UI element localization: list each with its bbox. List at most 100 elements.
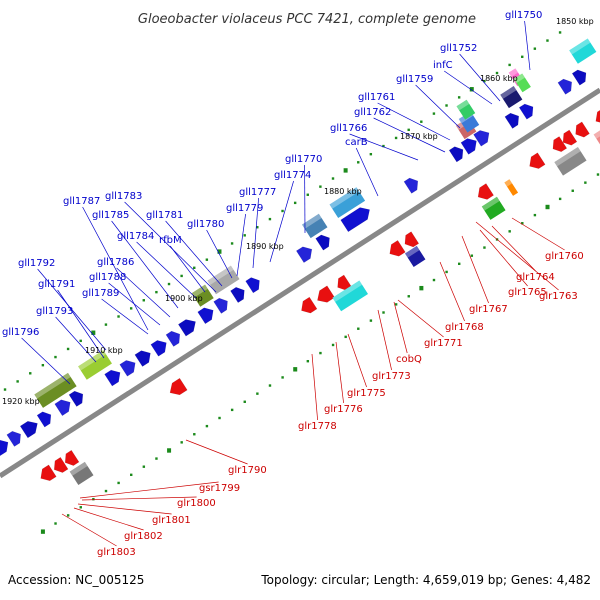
forward-gene-arrow[interactable] (403, 175, 422, 194)
gene-block[interactable] (593, 128, 600, 148)
gene-label-carB[interactable]: carB (345, 137, 368, 148)
reverse-gene-arrow[interactable] (50, 456, 69, 475)
gene-label-gll1784[interactable]: gll1784 (117, 231, 154, 242)
gene-label-glr1800[interactable]: glr1800 (177, 498, 216, 509)
forward-gene-arrow[interactable] (177, 316, 199, 337)
forward-gene-arrow[interactable] (315, 232, 334, 251)
gene-label-gll1793[interactable]: gll1793 (36, 306, 73, 317)
reverse-gene-arrow[interactable] (334, 274, 352, 293)
gene-label-gll1774[interactable]: gll1774 (274, 170, 311, 181)
gene-label-glr1767[interactable]: glr1767 (469, 304, 508, 315)
gene-label-gll1779[interactable]: gll1779 (226, 203, 263, 214)
gene-block[interactable] (513, 73, 531, 93)
forward-gene-arrow[interactable] (340, 204, 374, 233)
gene-label-gll1786[interactable]: gll1786 (97, 257, 134, 268)
forward-gene-arrow[interactable] (6, 428, 25, 447)
reverse-gene-arrow[interactable] (298, 296, 318, 316)
gene-label-gsr1799[interactable]: gsr1799 (199, 483, 240, 494)
forward-gene-arrow[interactable] (460, 135, 480, 155)
forward-gene-arrow[interactable] (150, 337, 170, 357)
gene-label-glr1775[interactable]: glr1775 (347, 388, 386, 399)
gene-label-infC[interactable]: infC (433, 60, 453, 71)
reverse-gene-arrow[interactable] (526, 152, 546, 172)
gene-label-gll1796[interactable]: gll1796 (2, 327, 39, 338)
gene-label-gll1750[interactable]: gll1750 (505, 10, 542, 21)
gene-label-cobQ[interactable]: cobQ (396, 354, 422, 365)
gene-label-glr1776[interactable]: glr1776 (324, 404, 363, 415)
reverse-gene-arrow[interactable] (559, 129, 578, 148)
gene-block[interactable] (69, 461, 94, 486)
gene-block[interactable] (500, 86, 523, 109)
gene-label-gll1752[interactable]: gll1752 (440, 43, 477, 54)
forward-gene-arrow[interactable] (518, 101, 537, 120)
gene-label-glr1760[interactable]: glr1760 (545, 251, 584, 262)
gene-label-glr1773[interactable]: glr1773 (372, 371, 411, 382)
forward-gene-arrow[interactable] (119, 357, 139, 377)
reverse-gene-arrow[interactable] (592, 107, 600, 127)
gene-block[interactable] (554, 147, 587, 176)
gene-label-gll1789[interactable]: gll1789 (82, 288, 119, 299)
reverse-gene-arrow[interactable] (314, 285, 336, 306)
forward-gene-arrow[interactable] (295, 243, 315, 264)
gene-block[interactable] (405, 245, 426, 267)
forward-gene-arrow[interactable] (213, 295, 232, 314)
forward-gene-arrow[interactable] (0, 436, 12, 457)
gene-label-rfbM[interactable]: rfbM (159, 235, 182, 246)
gene-label-glr1764[interactable]: glr1764 (516, 272, 555, 283)
forward-gene-arrow[interactable] (19, 417, 41, 439)
forward-gene-arrow[interactable] (571, 67, 590, 86)
gene-block[interactable] (207, 265, 240, 295)
gene-block[interactable] (191, 284, 214, 307)
gene-label-gll1791[interactable]: gll1791 (38, 279, 75, 290)
gene-label-gll1788[interactable]: gll1788 (89, 272, 126, 283)
forward-gene-arrow[interactable] (165, 328, 184, 347)
gene-label-gll1781[interactable]: gll1781 (146, 210, 183, 221)
reverse-gene-arrow[interactable] (549, 136, 568, 154)
gene-label-glr1765[interactable]: glr1765 (508, 287, 547, 298)
gene-block[interactable] (332, 280, 369, 312)
forward-gene-arrow[interactable] (36, 409, 55, 428)
forward-gene-arrow[interactable] (245, 275, 264, 294)
forward-gene-arrow[interactable] (473, 127, 493, 147)
gene-label-gll1766[interactable]: gll1766 (330, 123, 367, 134)
forward-gene-arrow[interactable] (557, 76, 576, 95)
gene-label-gll1762[interactable]: gll1762 (354, 107, 391, 118)
gene-block[interactable] (481, 196, 506, 220)
gene-label-glr1778[interactable]: glr1778 (298, 421, 337, 432)
gene-block[interactable] (504, 179, 519, 196)
gene-label-gll1785[interactable]: gll1785 (92, 210, 129, 221)
reverse-gene-arrow[interactable] (37, 464, 57, 484)
forward-gene-arrow[interactable] (134, 347, 154, 367)
gene-label-gll1761[interactable]: gll1761 (358, 92, 395, 103)
gene-block[interactable] (569, 38, 597, 64)
forward-gene-arrow[interactable] (504, 110, 523, 129)
gene-label-gll1780[interactable]: gll1780 (187, 219, 224, 230)
gene-block[interactable] (456, 99, 476, 120)
gene-label-gll1770[interactable]: gll1770 (285, 154, 322, 165)
forward-gene-arrow[interactable] (197, 304, 217, 325)
gene-label-glr1803[interactable]: glr1803 (97, 547, 136, 558)
reverse-gene-arrow[interactable] (401, 231, 420, 250)
gene-label-gll1792[interactable]: gll1792 (18, 258, 55, 269)
gene-block[interactable] (302, 213, 328, 239)
reverse-gene-arrow[interactable] (386, 239, 406, 259)
gene-label-glr1771[interactable]: glr1771 (424, 338, 463, 349)
reverse-gene-arrow[interactable] (61, 449, 80, 468)
reverse-gene-arrow[interactable] (166, 377, 188, 398)
gene-block[interactable] (329, 187, 366, 219)
reverse-gene-arrow[interactable] (572, 121, 590, 140)
gene-label-glr1768[interactable]: glr1768 (445, 322, 484, 333)
gene-label-gll1783[interactable]: gll1783 (105, 191, 142, 202)
gene-label-gll1759[interactable]: gll1759 (396, 74, 433, 85)
gene-block[interactable] (34, 372, 77, 408)
gene-label-glr1790[interactable]: glr1790 (228, 465, 267, 476)
forward-gene-arrow[interactable] (68, 388, 87, 407)
forward-gene-arrow[interactable] (448, 144, 467, 163)
gene-label-glr1802[interactable]: glr1802 (124, 531, 163, 542)
forward-gene-arrow[interactable] (104, 367, 124, 387)
gene-label-gll1777[interactable]: gll1777 (239, 187, 276, 198)
reverse-gene-arrow[interactable] (474, 183, 494, 203)
gene-label-gll1787[interactable]: gll1787 (63, 196, 100, 207)
forward-gene-arrow[interactable] (230, 284, 248, 303)
gene-label-glr1763[interactable]: glr1763 (539, 291, 578, 302)
